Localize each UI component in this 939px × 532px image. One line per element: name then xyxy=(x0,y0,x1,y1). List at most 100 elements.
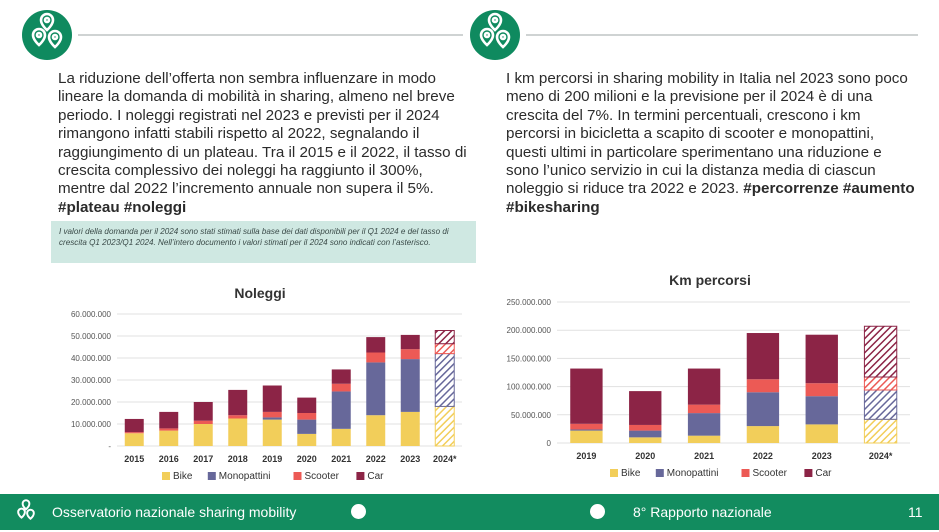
footer-dot-left xyxy=(351,504,366,519)
bar-segment-monopattini-2023 xyxy=(805,396,838,425)
legend-label-car: Car xyxy=(815,468,832,479)
bar-segment-scooter-2023 xyxy=(400,349,420,360)
bar-segment-monopattini-2019 xyxy=(262,417,282,420)
estimate-note: I valori della domanda per il 2024 sono … xyxy=(51,221,476,263)
bar-segment-bike-2016 xyxy=(159,430,179,446)
logo-left xyxy=(22,10,72,60)
x-tick-label: 2024* xyxy=(869,451,893,461)
bar-segment-scooter-2015 xyxy=(124,432,144,434)
y-tick-label: - xyxy=(108,442,111,451)
footer-center-label: 8° Rapporto nazionale xyxy=(633,504,772,520)
legend-label-bike: Bike xyxy=(173,471,193,482)
noleggi-chart: - 10.000.000 20.000.000 30.000.000 40.000.00… xyxy=(71,310,462,482)
x-tick-label: 2022 xyxy=(753,451,773,461)
bar-segment-car-2015 xyxy=(124,418,144,433)
bar-segment-scooter-2021 xyxy=(331,383,351,392)
y-tick-label: 100.000.000 xyxy=(507,383,552,392)
bar-segment-monopattini-2020 xyxy=(629,430,662,438)
y-tick-label: 10.000.000 xyxy=(71,420,112,429)
bar-segment-bike-2022 xyxy=(366,415,386,446)
km-chart: 0 50.000.000 100.000.000 150.000.000 200.000… xyxy=(507,298,910,479)
bar-segment-bike-2022 xyxy=(746,426,780,443)
bar-segment-monopattini-2022 xyxy=(746,392,780,427)
bar-segment-scooter-2020 xyxy=(629,424,662,431)
bar-segment-car-2020 xyxy=(297,397,317,413)
bar-segment-car-2024-est xyxy=(863,325,898,378)
header-divider-left xyxy=(78,34,463,36)
x-tick-label: 2016 xyxy=(159,454,179,464)
x-tick-label: 2018 xyxy=(228,454,248,464)
bar-segment-bike-2019 xyxy=(262,419,282,446)
legend-label-scooter: Scooter xyxy=(305,471,340,482)
footer-dot-center xyxy=(590,504,605,519)
bar-segment-car-2016 xyxy=(159,411,179,429)
bar-segment-bike-2020 xyxy=(297,433,317,446)
bar-segment-bike-2024-est xyxy=(434,405,455,447)
bar-segment-monopattini-2024-est xyxy=(863,389,898,420)
left-paragraph: La riduzione dell’offerta non sembra inf… xyxy=(58,70,468,217)
bar-segment-bike-2019 xyxy=(570,430,603,443)
x-tick-label: 2021 xyxy=(331,454,351,464)
chart-title-km: Km percorsi xyxy=(669,272,751,288)
legend-swatch-car xyxy=(804,469,813,477)
bar-segment-bike-2021 xyxy=(687,435,721,443)
bar-segment-monopattini-2022 xyxy=(366,362,386,416)
bar-segment-car-2019 xyxy=(262,385,282,412)
footer-bar: Osservatorio nazionale sharing mobility … xyxy=(0,494,939,530)
y-tick-label: 60.000.000 xyxy=(71,310,112,319)
footer-left-label: Osservatorio nazionale sharing mobility xyxy=(52,504,297,520)
bar-segment-car-2022 xyxy=(366,337,386,353)
x-tick-label: 2020 xyxy=(635,451,655,461)
bar-segment-bike-2018 xyxy=(228,418,248,446)
bar-segment-scooter-2024-est xyxy=(863,376,898,391)
y-tick-label: 50.000.000 xyxy=(511,411,552,420)
legend-swatch-bike xyxy=(610,469,618,477)
bar-segment-scooter-2024-est xyxy=(434,343,455,355)
legend-swatch-scooter xyxy=(293,472,302,480)
legend-swatch-scooter xyxy=(741,469,750,477)
x-tick-label: 2023 xyxy=(812,451,832,461)
bar-segment-bike-2021 xyxy=(331,428,351,446)
legend-swatch-bike xyxy=(162,472,170,480)
x-tick-label: 2017 xyxy=(193,454,213,464)
map-pins-icon xyxy=(479,12,511,49)
bar-segment-monopattini-2021 xyxy=(331,391,351,429)
bar-segment-monopattini-2023 xyxy=(400,359,420,412)
x-tick-label: 2021 xyxy=(694,451,714,461)
bar-segment-car-2017 xyxy=(193,402,213,421)
bar-segment-bike-2023 xyxy=(805,424,838,443)
bar-segment-monopattini-2024-est xyxy=(434,353,455,407)
bar-segment-car-2019 xyxy=(570,368,603,424)
bar-segment-scooter-2019 xyxy=(570,423,603,430)
y-tick-label: 0 xyxy=(547,439,552,448)
bar-segment-monopattini-2019 xyxy=(570,429,603,431)
header-divider-right xyxy=(526,34,918,36)
legend-swatch-monopattini xyxy=(655,469,664,477)
bar-segment-car-2023 xyxy=(400,334,420,350)
bar-segment-bike-2024-est xyxy=(863,418,898,444)
legend-label-monopattini: Monopattini xyxy=(667,468,719,479)
bar-segment-scooter-2021 xyxy=(687,404,721,414)
bar-segment-scooter-2020 xyxy=(297,413,317,420)
y-tick-label: 40.000.000 xyxy=(71,354,112,363)
right-hashtags[interactable]: #percorrenze #aumento #bikesharing xyxy=(506,180,915,216)
bar-segment-car-2021 xyxy=(331,369,351,384)
legend-label-monopattini: Monopattini xyxy=(219,471,271,482)
bar-segment-scooter-2018 xyxy=(228,415,248,419)
y-tick-label: 20.000.000 xyxy=(71,398,112,407)
page-number: 11 xyxy=(908,504,923,520)
y-tick-label: 50.000.000 xyxy=(71,332,112,341)
x-tick-label: 2020 xyxy=(297,454,317,464)
bar-segment-bike-2020 xyxy=(629,437,662,443)
x-tick-label: 2019 xyxy=(576,451,596,461)
bar-segment-monopattini-2020 xyxy=(297,419,317,434)
legend-label-car: Car xyxy=(367,471,384,482)
bar-segment-monopattini-2021 xyxy=(687,413,721,436)
bar-segment-scooter-2016 xyxy=(159,428,179,431)
bar-segment-bike-2015 xyxy=(124,433,144,446)
left-hashtags[interactable]: #plateau #noleggi xyxy=(58,198,187,216)
x-tick-label: 2015 xyxy=(124,454,144,464)
y-tick-label: 150.000.000 xyxy=(507,354,552,363)
right-paragraph-text: I km percorsi in sharing mobility in Ita… xyxy=(506,70,908,198)
bar-segment-scooter-2022 xyxy=(366,352,386,363)
